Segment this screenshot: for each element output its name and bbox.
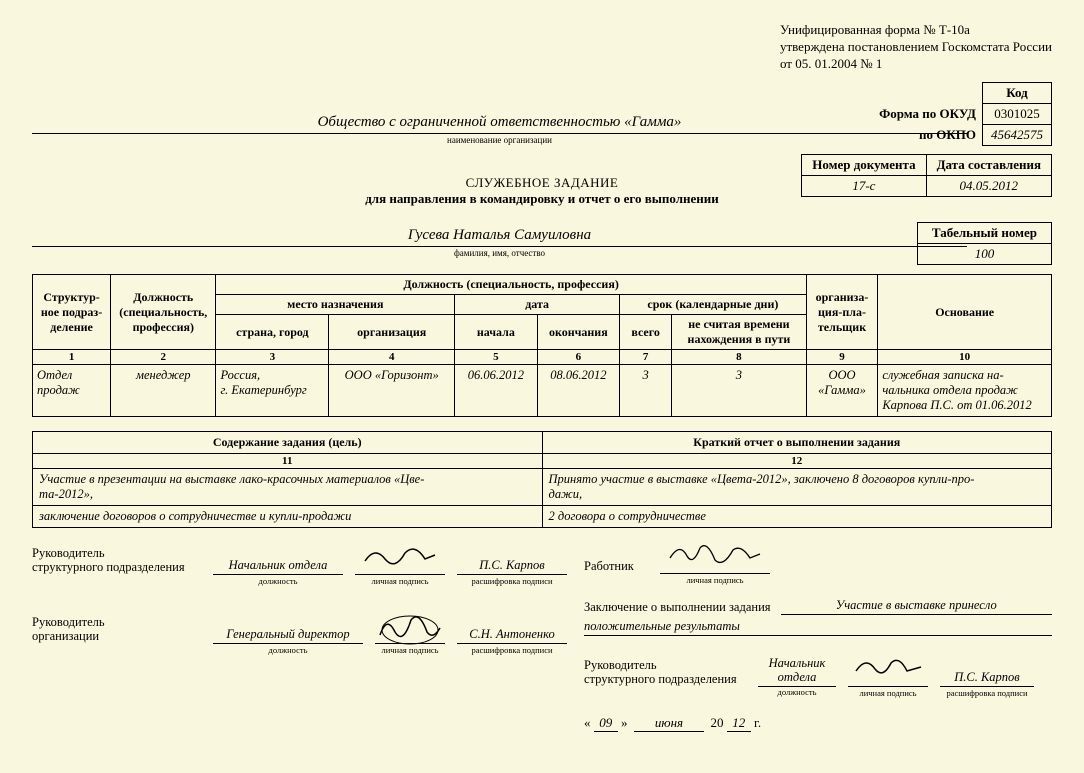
headunit-pos: Начальник отдела: [229, 558, 328, 573]
main-table: Структур- ное подраз- деление Должность …: [32, 274, 1052, 417]
task-hdr-right: Краткий отчет о выполнении задания: [542, 432, 1052, 454]
document-page: Унифицированная форма № Т-10а утверждена…: [0, 0, 1084, 773]
headunit-name: П.С. Карпов: [479, 558, 544, 573]
date-line: « 09 » июня 20 12 г.: [584, 715, 1052, 732]
hdr-total: всего: [620, 315, 672, 350]
hdr-specprof: Должность (специальность, профессия): [216, 275, 806, 295]
headorg-name: С.Н. Антоненко: [469, 627, 554, 642]
num-row: 1 2 3 4 5 6 7 8 9 10: [33, 350, 1052, 365]
headunit-label: Руководитель структурного подразделения: [32, 546, 207, 575]
headorg-pos: Генеральный директор: [226, 627, 349, 642]
okpo-label: по ОКПО: [871, 125, 982, 146]
headunit2-pos: Начальник отдела: [769, 657, 826, 685]
hdr-struct: Структур- ное подраз- деление: [33, 275, 111, 350]
right-column: Работник личная подпись Заключение о вып…: [584, 550, 1052, 732]
tabel-table: Табельный номер 100: [917, 222, 1052, 265]
employee-name: Гусева Наталья Самуиловна: [32, 227, 967, 247]
signature-icon: [375, 610, 445, 650]
conclusion-text1: Участие в выставке принесло: [781, 598, 1052, 615]
worker-label: Работник: [584, 559, 654, 574]
okud-value: 0301025: [983, 104, 1052, 125]
signature-icon: [851, 653, 926, 683]
hdr-end: окончания: [537, 315, 619, 350]
form-line3: от 05. 01.2004 № 1: [780, 56, 1052, 73]
code-table: Код Форма по ОКУД 0301025 по ОКПО 456425…: [871, 82, 1052, 146]
tabel-val: 100: [917, 244, 1051, 265]
hdr-excl: не считая времени нахождения в пути: [672, 315, 807, 350]
tabel-hdr: Табельный номер: [917, 223, 1051, 244]
signature-icon: [360, 541, 440, 573]
hdr-dest: место назначения: [216, 295, 455, 315]
headunit2-label: Руководитель структурного подразделения: [584, 658, 752, 687]
docnum-val: 17-с: [802, 176, 926, 197]
docdate-val: 04.05.2012: [926, 176, 1051, 197]
okud-label: Форма по ОКУД: [871, 104, 982, 125]
org-name: Общество с ограниченной ответственностью…: [32, 114, 967, 134]
hdr-org: организация: [329, 315, 455, 350]
conclusion-text2: положительные результаты: [584, 619, 1052, 636]
docdate-hdr: Дата составления: [926, 155, 1051, 176]
hdr-payer: организа- ция-пла- тельщик: [806, 275, 878, 350]
date-year: 12: [727, 715, 751, 732]
hdr-position: Должность (специальность, профессия): [111, 275, 216, 350]
signature-icon: [665, 540, 765, 570]
hdr-date: дата: [455, 295, 620, 315]
conclusion-label: Заключение о выполнении задания: [584, 600, 771, 615]
org-sub: наименование организации: [32, 135, 967, 145]
hdr-term: срок (календарные дни): [620, 295, 807, 315]
data-row: Отдел продаж менеджер Россия, г. Екатери…: [33, 365, 1052, 417]
form-info: Унифицированная форма № Т-10а утверждена…: [780, 22, 1052, 73]
date-month: июня: [634, 715, 704, 732]
headorg-label: Руководитель организации: [32, 615, 207, 644]
date-day: 09: [594, 715, 618, 732]
task-hdr-left: Содержание задания (цель): [33, 432, 543, 454]
form-line2: утверждена постановлением Госкомстата Ро…: [780, 39, 1052, 56]
headunit2-name: П.С. Карпов: [954, 670, 1019, 685]
doc-meta-table: Номер документа Дата составления 17-с 04…: [801, 154, 1052, 197]
hdr-basis: Основание: [878, 275, 1052, 350]
okpo-value: 45642575: [983, 125, 1052, 146]
task-table: Содержание задания (цель) Краткий отчет …: [32, 431, 1052, 528]
hdr-country: страна, город: [216, 315, 329, 350]
employee-sub: фамилия, имя, отчество: [32, 248, 967, 258]
code-header: Код: [983, 83, 1052, 104]
docnum-hdr: Номер документа: [802, 155, 926, 176]
hdr-start: начала: [455, 315, 537, 350]
form-line1: Унифицированная форма № Т-10а: [780, 22, 1052, 39]
